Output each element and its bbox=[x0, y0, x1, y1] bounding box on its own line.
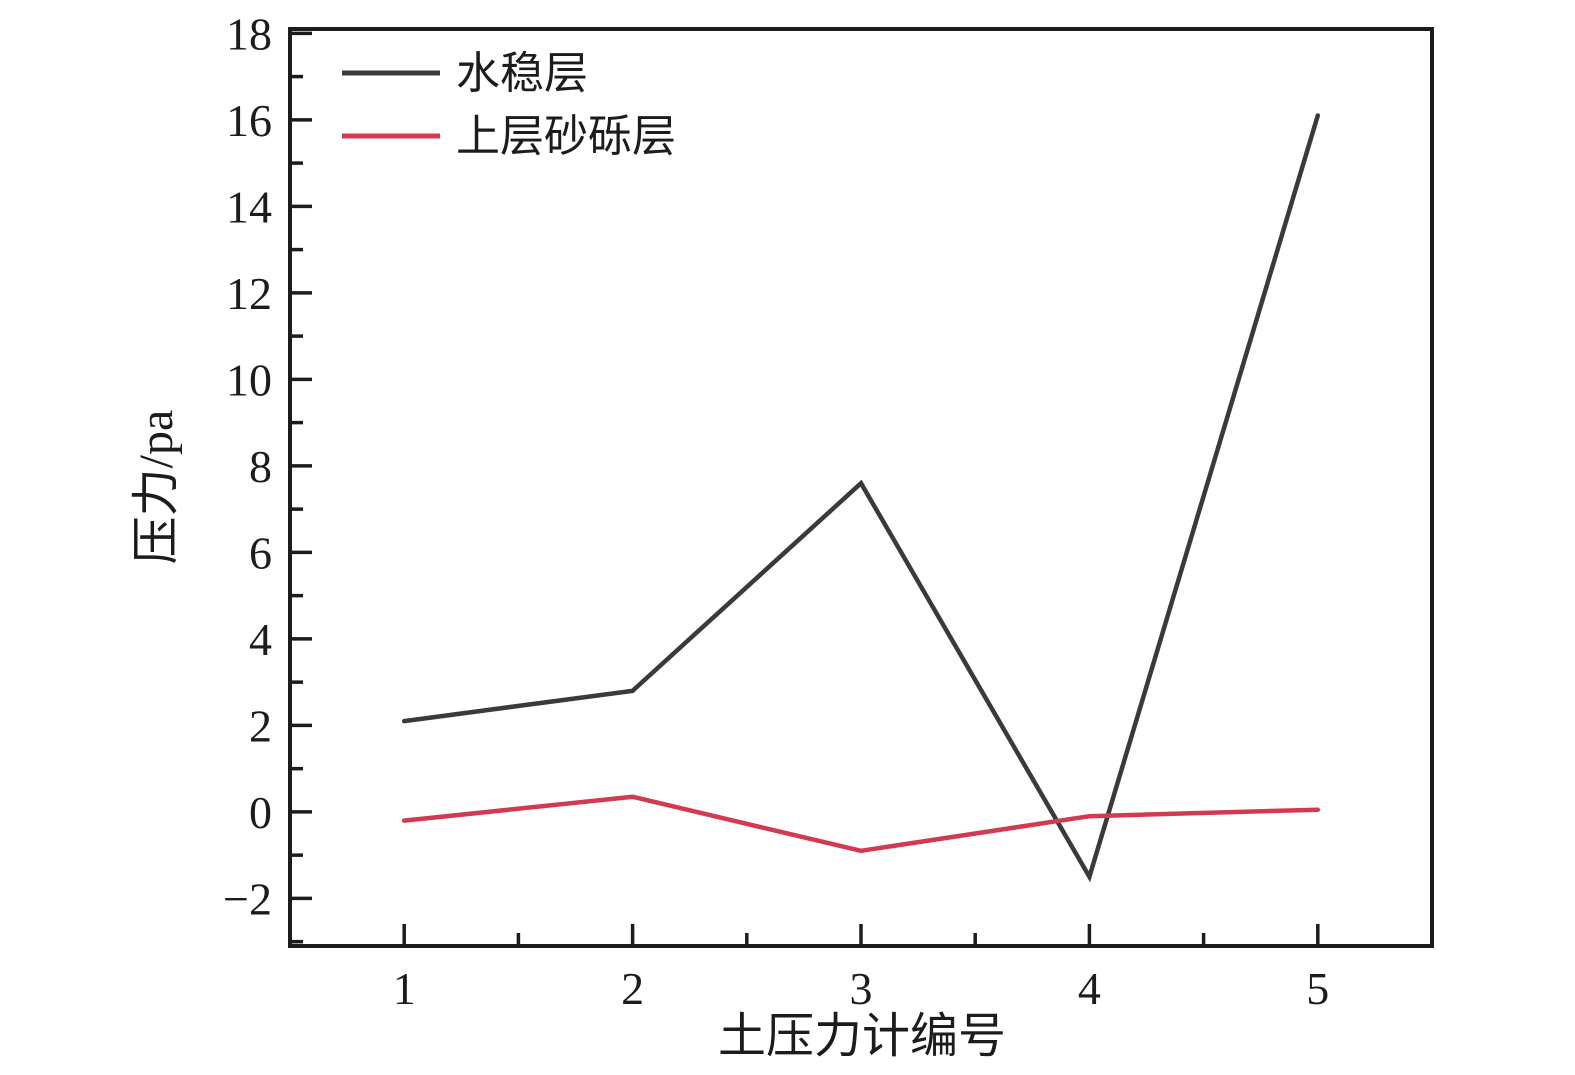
axis-ticks bbox=[290, 31, 1320, 946]
y-tick-label: 2 bbox=[249, 700, 272, 751]
y-tick-label: 6 bbox=[249, 527, 272, 578]
legend-label-series-0: 水稳层 bbox=[456, 49, 588, 98]
y-tick-label: 12 bbox=[226, 268, 272, 319]
y-tick-label: 4 bbox=[249, 614, 272, 665]
y-tick-label: 14 bbox=[226, 181, 272, 232]
y-tick-label: 16 bbox=[226, 95, 272, 146]
x-tick-label: 4 bbox=[1078, 963, 1101, 1014]
legend-label-series-1: 上层砂砾层 bbox=[456, 112, 676, 161]
y-tick-label: 18 bbox=[226, 8, 272, 59]
x-axis-title: 土压力计编号 bbox=[718, 1010, 1006, 1063]
y-tick-label: 8 bbox=[249, 441, 272, 492]
y-tick-label: −2 bbox=[223, 873, 272, 924]
x-tick-label: 3 bbox=[850, 963, 873, 1014]
y-tick-label: 10 bbox=[226, 354, 272, 405]
x-tick-label: 1 bbox=[393, 963, 416, 1014]
x-tick-label: 5 bbox=[1306, 963, 1329, 1014]
legend: 水稳层 上层砂砾层 bbox=[342, 49, 676, 161]
series-line-1 bbox=[401, 794, 1321, 854]
y-axis-title: 压力/pa bbox=[130, 410, 183, 565]
x-tick-label: 2 bbox=[621, 963, 644, 1014]
series-line-0 bbox=[401, 113, 1321, 883]
y-tick-label: 0 bbox=[249, 787, 272, 838]
data-series bbox=[401, 113, 1321, 883]
